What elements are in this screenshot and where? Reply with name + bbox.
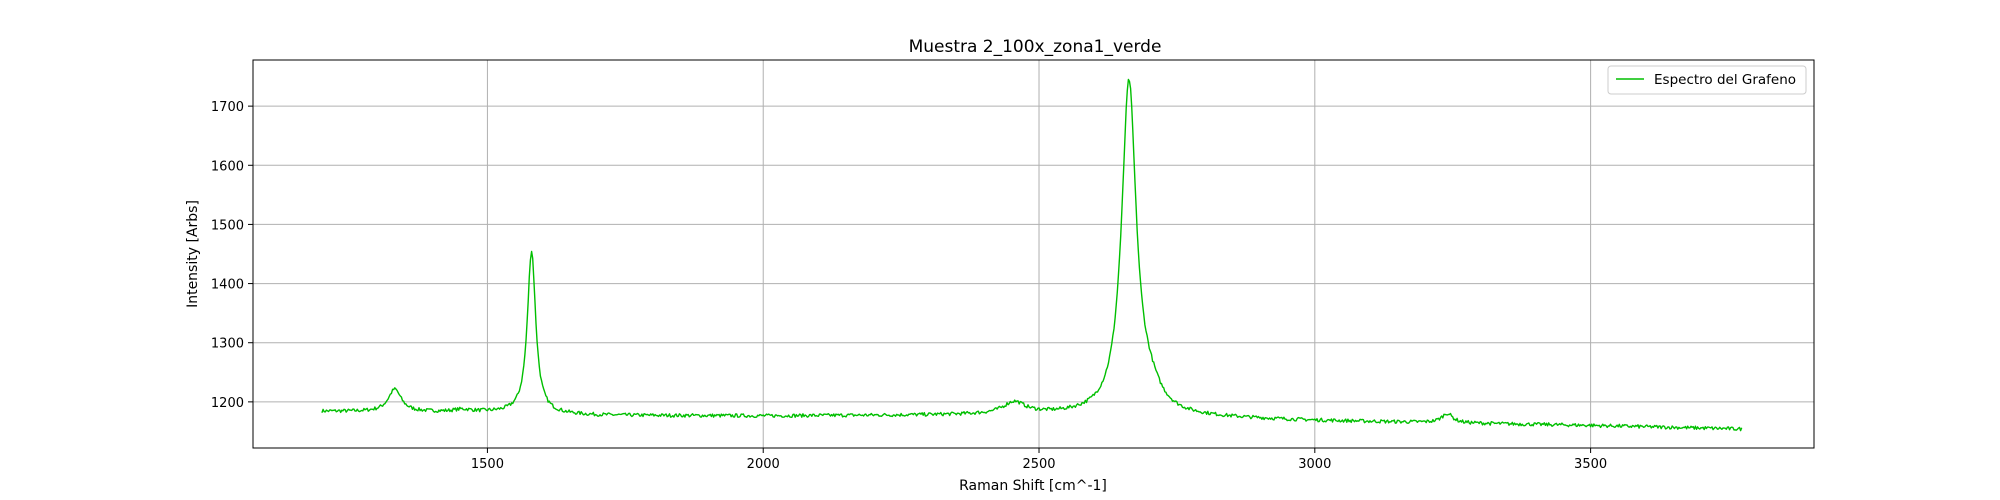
x-axis-label: Raman Shift [cm^-1] bbox=[959, 478, 1107, 494]
legend: Espectro del Grafeno bbox=[1607, 65, 1807, 95]
chart-title: Muestra 2_100x_zona1_verde bbox=[909, 37, 1162, 57]
x-tick-label: 3500 bbox=[1574, 457, 1607, 472]
y-tick-label: 1500 bbox=[211, 218, 244, 233]
legend-box bbox=[1607, 65, 1807, 95]
y-tick-label: 1400 bbox=[211, 278, 244, 293]
y-axis-label: Intensity [Arbs] bbox=[185, 200, 201, 308]
legend-label: Espectro del Grafeno bbox=[1654, 72, 1796, 88]
y-tick-label: 1300 bbox=[211, 337, 244, 352]
grid bbox=[253, 60, 1814, 448]
plot-frame bbox=[252, 59, 1815, 449]
x-tick-label: 2500 bbox=[1022, 457, 1055, 472]
y-tick-label: 1200 bbox=[211, 396, 244, 411]
x-tick-label: 3000 bbox=[1298, 457, 1331, 472]
ticks: 1500 2000 2500 3000 3500 1200 1300 1400 1500 1600… bbox=[211, 100, 1607, 472]
y-tick-label: 1700 bbox=[211, 100, 244, 115]
x-tick-label: 2000 bbox=[747, 457, 780, 472]
x-tick-label: 1500 bbox=[471, 457, 504, 472]
y-tick-label: 1600 bbox=[211, 159, 244, 174]
series-layer bbox=[321, 78, 1743, 432]
series-line bbox=[321, 78, 1743, 432]
